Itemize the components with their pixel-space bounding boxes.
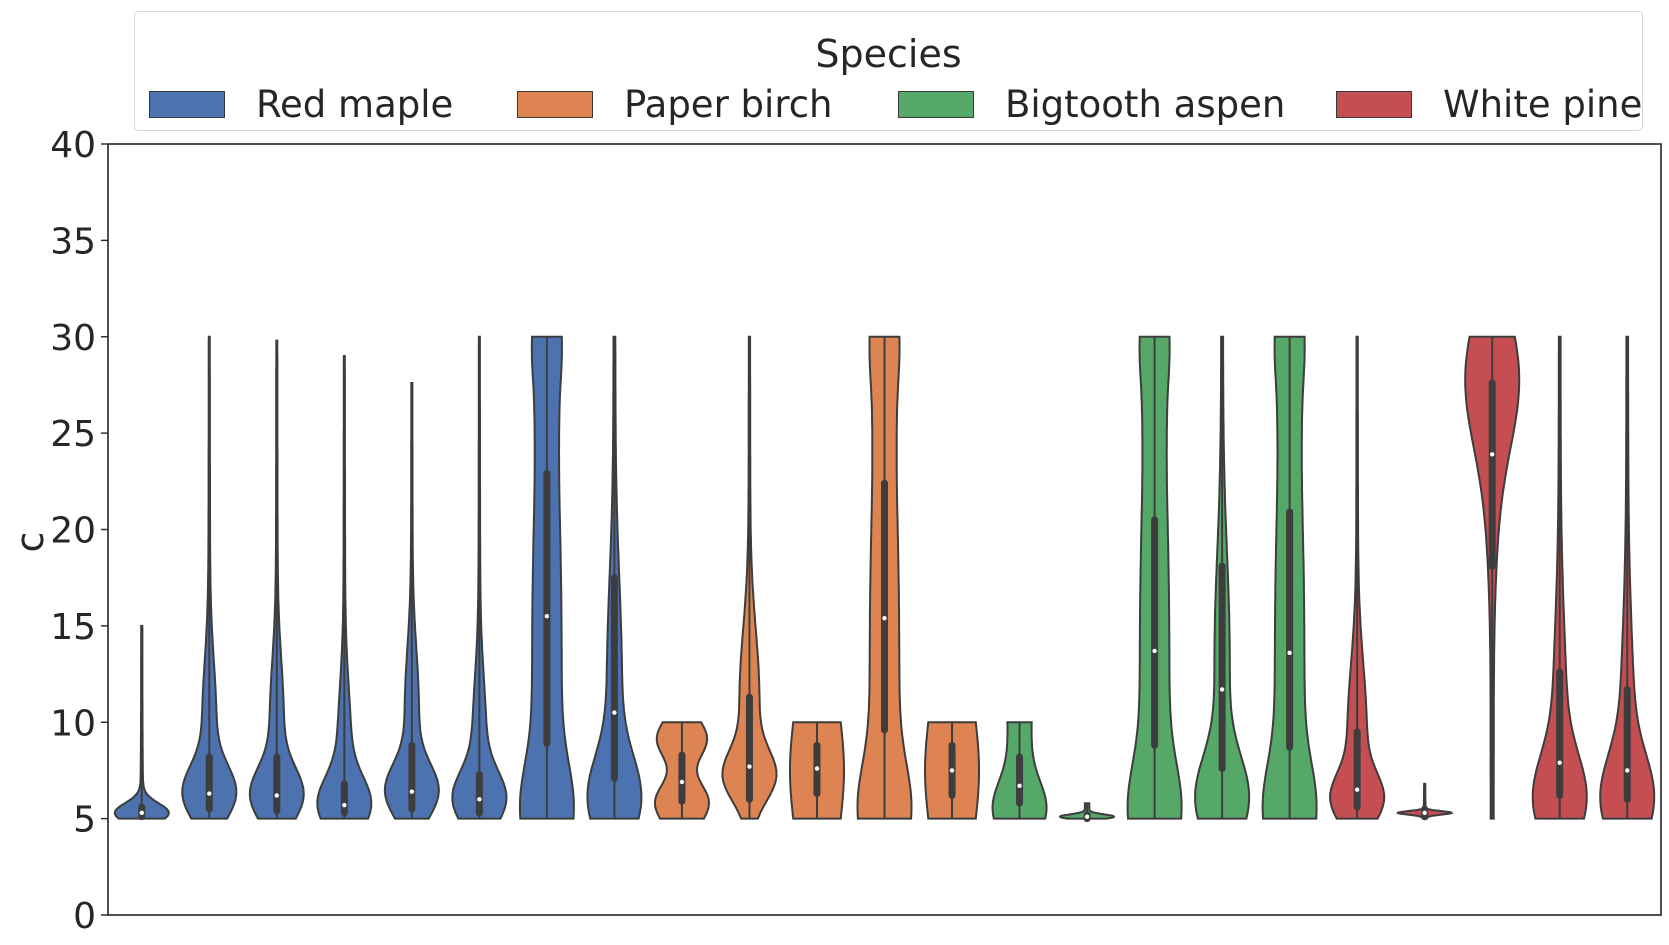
legend-swatch-bigtooth-aspen: [898, 90, 974, 118]
y-tick-label: 5: [73, 800, 96, 841]
legend: Species Red maple Paper birch Bigtooth a…: [134, 11, 1643, 131]
violin-median: [1152, 648, 1157, 654]
y-tick-label: 20: [50, 511, 96, 552]
violin-median: [1422, 810, 1427, 816]
legend-label: White pine: [1443, 82, 1643, 126]
violin-median: [1557, 760, 1562, 765]
y-tick-label: 30: [50, 318, 96, 359]
legend-label: Red maple: [256, 82, 454, 126]
violin-median: [1354, 787, 1360, 792]
y-tick-label: 0: [73, 896, 96, 937]
violin-median: [139, 810, 144, 816]
violin-median: [1219, 687, 1225, 692]
legend-title: Species: [815, 32, 962, 76]
y-axis-label: c: [8, 531, 52, 553]
violin-median: [679, 779, 685, 785]
violin-median: [814, 766, 820, 771]
legend-item-bigtooth-aspen: Bigtooth aspen: [898, 82, 1285, 126]
violin-median: [342, 802, 347, 808]
violin-median: [409, 789, 415, 794]
legend-swatch-paper-birch: [517, 90, 593, 118]
violin-median: [882, 615, 887, 621]
legend-swatch-white-pine: [1336, 90, 1412, 118]
legend-item-red-maple: Red maple: [149, 82, 453, 126]
violin-median: [1489, 452, 1495, 457]
legend-label: Paper birch: [624, 82, 833, 126]
legend-item-paper-birch: Paper birch: [517, 82, 833, 126]
violin-median: [207, 791, 212, 796]
violin-median: [544, 614, 550, 619]
y-tick-label: 25: [50, 414, 96, 455]
y-tick-label: 10: [50, 703, 96, 744]
violin-median: [949, 768, 955, 773]
y-tick-label: 15: [50, 607, 96, 648]
violin-median: [612, 710, 617, 715]
legend-label: Bigtooth aspen: [1005, 82, 1286, 126]
legend-item-white-pine: White pine: [1336, 82, 1642, 126]
violin-median: [1017, 783, 1022, 789]
violin-median: [747, 764, 752, 769]
violin-median: [477, 797, 482, 802]
violin-median: [1287, 650, 1292, 656]
violin-median: [1084, 814, 1090, 819]
violin-median: [1625, 768, 1630, 773]
legend-swatch-red-maple: [149, 90, 225, 118]
y-tick-label: 40: [50, 125, 96, 166]
y-tick-label: 35: [50, 221, 96, 262]
violin-median: [274, 793, 280, 798]
